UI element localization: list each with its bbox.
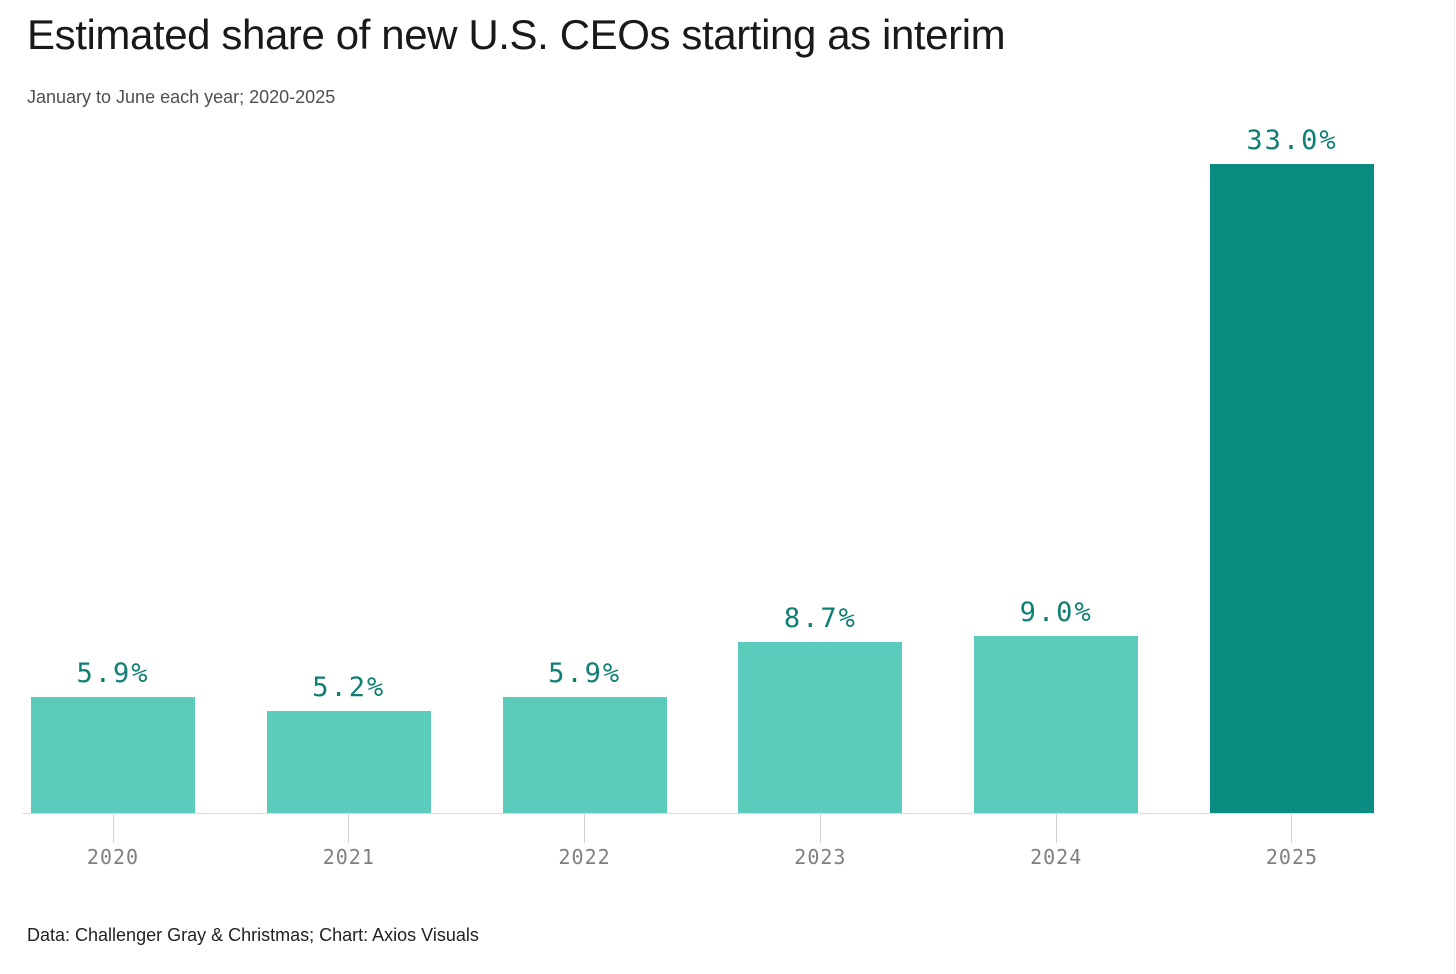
axis-tick [348,813,350,843]
axis-tick [112,813,114,843]
bar-value-label: 9.0% [1019,597,1093,628]
axis-label-2024: 2024 [1030,845,1083,869]
axis-label-2023: 2023 [794,845,847,869]
bar-2023: 8.7% 2023 [738,604,903,869]
axis-label-2021: 2021 [322,845,375,869]
x-axis-line [22,813,1375,814]
bar-value-label: 5.9% [76,658,150,689]
bar-value-label: 5.9% [548,658,622,689]
bar-2022: 5.9% 2022 [502,659,667,869]
axis-tick [584,813,586,843]
axis-tick [819,813,821,843]
source-credit: Data: Challenger Gray & Christmas; Chart… [27,925,479,945]
axis-label-2025: 2025 [1265,845,1319,869]
bar-value-label: 8.7% [783,603,857,634]
page-edge-divider [1454,0,1455,974]
bar-2021: 5.2% 2021 [266,673,431,869]
bar-2025: 33.0% 2025 [1209,126,1374,869]
axis-tick [1291,813,1293,843]
axis-label-2020: 2020 [86,845,140,869]
bar-2024: 9.0% 2024 [974,598,1139,869]
bar-value-label: 33.0% [1246,125,1338,156]
chart-title: Estimated share of new U.S. CEOs startin… [27,11,1006,58]
axis-label-2022: 2022 [558,845,611,869]
axis-tick [1055,813,1057,843]
bar-value-label: 5.2% [312,672,386,703]
plot-area: 5.9% 2020 5.2% 2021 5.9% 2022 8.7% 2023 9.0% 2024… [31,0,1374,869]
bar-2020: 5.9% 2020 [31,659,195,869]
chart-subtitle: January to June each year; 2020-2025 [27,87,336,107]
